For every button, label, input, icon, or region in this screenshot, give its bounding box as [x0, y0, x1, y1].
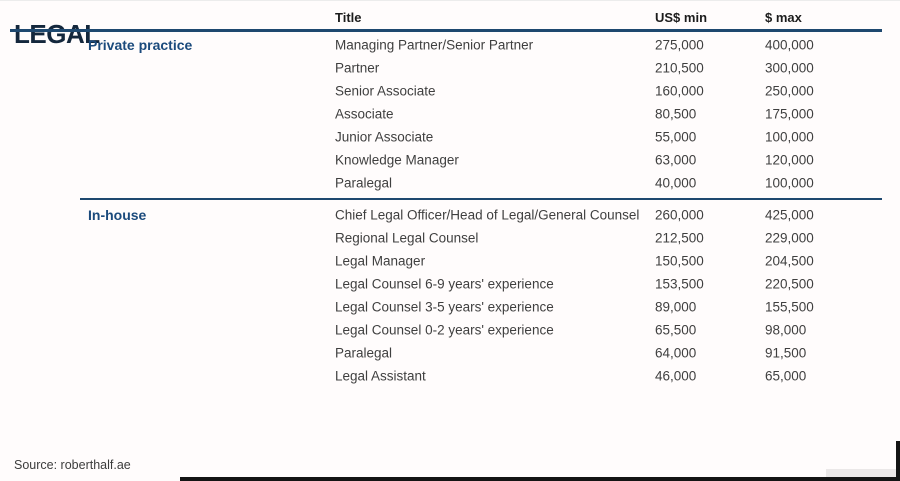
salary-min: 150,500	[655, 253, 704, 268]
salary-min: 275,000	[655, 37, 704, 52]
salary-table-body: Private practice Managing Partner/Senior …	[0, 33, 882, 387]
job-title: Legal Counsel 3-5 years' experience	[335, 299, 554, 314]
salary-max: 120,000	[765, 152, 814, 167]
source-note: Source: roberthalf.ae	[14, 458, 131, 472]
salary-max: 300,000	[765, 60, 814, 75]
salary-min: 63,000	[655, 152, 697, 167]
table-row: Partner 210,500 300,000	[0, 56, 882, 79]
table-section: In-house Chief Legal Officer/Head of Lega…	[0, 203, 882, 387]
salary-max: 250,000	[765, 83, 814, 98]
table-row: Knowledge Manager 63,000 120,000	[0, 148, 882, 171]
salary-max: 100,000	[765, 175, 814, 190]
table-row: Chief Legal Officer/Head of Legal/Genera…	[0, 203, 882, 226]
job-title: Regional Legal Counsel	[335, 230, 479, 245]
column-header-usd-min: US$ min	[655, 10, 708, 25]
table-row: Paralegal 40,000 100,000	[0, 171, 882, 194]
table-row: Associate 80,500 175,000	[0, 102, 882, 125]
salary-min: 153,500	[655, 276, 704, 291]
salary-max: 65,000	[765, 368, 807, 383]
salary-min: 64,000	[655, 345, 697, 360]
job-title: Junior Associate	[335, 129, 434, 144]
table-row: Legal Counsel 6-9 years' experience 153,5…	[0, 272, 882, 295]
job-title: Partner	[335, 60, 380, 75]
salary-max: 400,000	[765, 37, 814, 52]
table-row: Legal Counsel 0-2 years' experience 65,50…	[0, 318, 882, 341]
job-title: Legal Counsel 6-9 years' experience	[335, 276, 554, 291]
job-title: Paralegal	[335, 345, 393, 360]
salary-max: 91,500	[765, 345, 807, 360]
job-title: Legal Manager	[335, 253, 426, 268]
job-title: Legal Assistant	[335, 368, 426, 383]
salary-max: 220,500	[765, 276, 814, 291]
salary-max: 100,000	[765, 129, 814, 144]
job-title: Managing Partner/Senior Partner	[335, 37, 534, 52]
header-divider-line	[10, 29, 882, 32]
salary-min: 65,500	[655, 322, 697, 337]
salary-max: 425,000	[765, 207, 814, 222]
job-title: Paralegal	[335, 175, 393, 190]
table-row: Paralegal 64,000 91,500	[0, 341, 882, 364]
salary-min: 160,000	[655, 83, 704, 98]
salary-min: 80,500	[655, 106, 697, 121]
job-title: Chief Legal Officer/Head of Legal/Genera…	[335, 207, 640, 222]
salary-min: 46,000	[655, 368, 697, 383]
bottom-gray-chip	[826, 469, 900, 478]
table-row: Junior Associate 55,000 100,000	[0, 125, 882, 148]
category-label: In-house	[88, 207, 147, 223]
category-label: Private practice	[88, 37, 193, 53]
table-row: Legal Counsel 3-5 years' experience 89,00…	[0, 295, 882, 318]
column-header-title: Title	[335, 10, 362, 25]
right-edge-black-bar	[896, 441, 900, 481]
salary-max: 229,000	[765, 230, 814, 245]
table-section: Private practice Managing Partner/Senior …	[0, 33, 882, 194]
salary-min: 260,000	[655, 207, 704, 222]
table-row: Senior Associate 160,000 250,000	[0, 79, 882, 102]
table-row: Managing Partner/Senior Partner 275,000 40…	[0, 33, 882, 56]
column-header-usd-max: $ max	[765, 10, 802, 25]
job-title: Associate	[335, 106, 394, 121]
table-row: Legal Manager 150,500 204,500	[0, 249, 882, 272]
salary-min: 212,500	[655, 230, 704, 245]
salary-min: 40,000	[655, 175, 697, 190]
top-edge-line	[0, 0, 900, 1]
job-title: Senior Associate	[335, 83, 436, 98]
table-row: Regional Legal Counsel 212,500 229,000	[0, 226, 882, 249]
job-title: Legal Counsel 0-2 years' experience	[335, 322, 554, 337]
salary-min: 89,000	[655, 299, 697, 314]
salary-max: 175,000	[765, 106, 814, 121]
salary-min: 210,500	[655, 60, 704, 75]
salary-max: 155,500	[765, 299, 814, 314]
job-title: Knowledge Manager	[335, 152, 459, 167]
salary-min: 55,000	[655, 129, 697, 144]
salary-max: 98,000	[765, 322, 807, 337]
salary-max: 204,500	[765, 253, 814, 268]
page-title: LEGAL	[14, 19, 100, 50]
section-divider-line	[80, 198, 882, 200]
table-row: Legal Assistant 46,000 65,000	[0, 364, 882, 387]
bottom-black-bar	[180, 477, 900, 481]
